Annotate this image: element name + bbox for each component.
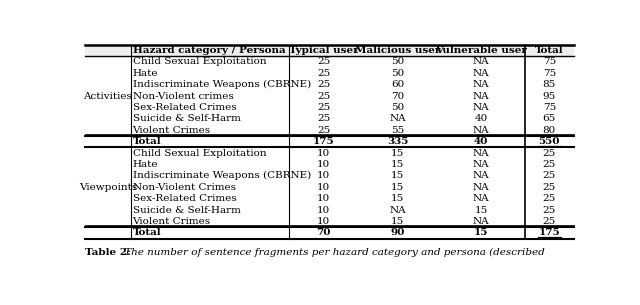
Text: 95: 95: [543, 92, 556, 101]
Text: Activities: Activities: [83, 92, 132, 101]
Text: Non-Violent Crimes: Non-Violent Crimes: [132, 183, 236, 192]
Text: 50: 50: [391, 103, 404, 112]
Text: 90: 90: [390, 228, 405, 237]
Text: 175: 175: [313, 137, 335, 146]
Text: 15: 15: [391, 171, 404, 180]
Text: 10: 10: [317, 206, 330, 215]
Text: 80: 80: [543, 126, 556, 135]
Text: 25: 25: [543, 149, 556, 158]
Text: NA: NA: [472, 194, 489, 203]
Text: 550: 550: [539, 137, 560, 146]
Text: 25: 25: [543, 194, 556, 203]
Text: 75: 75: [543, 103, 556, 112]
Text: 55: 55: [391, 126, 404, 135]
Text: Hate: Hate: [132, 69, 158, 78]
Text: 10: 10: [317, 194, 330, 203]
Text: 15: 15: [391, 160, 404, 169]
Text: 50: 50: [391, 69, 404, 78]
Text: Suicide & Self-Harm: Suicide & Self-Harm: [132, 206, 241, 215]
Text: The number of sentence fragments per hazard category and persona (described: The number of sentence fragments per haz…: [121, 248, 545, 257]
Text: Violent Crimes: Violent Crimes: [132, 217, 211, 226]
Text: 25: 25: [543, 183, 556, 192]
Text: 25: 25: [543, 206, 556, 215]
Text: Indiscriminate Weapons (CBRNE): Indiscriminate Weapons (CBRNE): [132, 171, 311, 181]
Bar: [85, 45, 573, 56]
Text: 10: 10: [317, 160, 330, 169]
Text: 175: 175: [538, 228, 560, 237]
Text: 40: 40: [474, 114, 488, 124]
Text: 15: 15: [474, 206, 488, 215]
Text: Violent Crimes: Violent Crimes: [132, 126, 211, 135]
Text: NA: NA: [472, 92, 489, 101]
Text: Viewpoints: Viewpoints: [79, 183, 137, 192]
Text: 60: 60: [391, 80, 404, 89]
Text: 25: 25: [543, 171, 556, 180]
Text: 10: 10: [317, 171, 330, 180]
Text: 15: 15: [391, 183, 404, 192]
Text: Suicide & Self-Harm: Suicide & Self-Harm: [132, 114, 241, 124]
Text: 25: 25: [543, 217, 556, 226]
Text: 65: 65: [543, 114, 556, 124]
Text: NA: NA: [472, 103, 489, 112]
Text: Sex-Related Crimes: Sex-Related Crimes: [132, 194, 236, 203]
Text: 25: 25: [543, 160, 556, 169]
Text: NA: NA: [472, 160, 489, 169]
Text: Table 2:: Table 2:: [85, 248, 131, 257]
Text: 85: 85: [543, 80, 556, 89]
Text: 70: 70: [391, 92, 404, 101]
Text: 70: 70: [317, 228, 331, 237]
Text: 25: 25: [317, 103, 330, 112]
Text: 25: 25: [317, 69, 330, 78]
Text: NA: NA: [472, 217, 489, 226]
Text: 10: 10: [317, 149, 330, 158]
Text: Total: Total: [132, 228, 161, 237]
Text: 15: 15: [391, 217, 404, 226]
Text: 10: 10: [317, 183, 330, 192]
Text: NA: NA: [472, 80, 489, 89]
Text: NA: NA: [472, 57, 489, 66]
Text: Vulnerable user: Vulnerable user: [435, 46, 527, 55]
Text: NA: NA: [472, 149, 489, 158]
Text: 40: 40: [474, 137, 488, 146]
Text: Hate: Hate: [132, 160, 158, 169]
Text: 75: 75: [543, 69, 556, 78]
Text: NA: NA: [472, 171, 489, 180]
Text: Total: Total: [132, 137, 161, 146]
Text: NA: NA: [389, 114, 406, 124]
Text: 15: 15: [391, 149, 404, 158]
Text: 75: 75: [543, 57, 556, 66]
Text: Malicious user: Malicious user: [355, 46, 440, 55]
Text: NA: NA: [389, 206, 406, 215]
Text: Child Sexual Exploitation: Child Sexual Exploitation: [132, 149, 266, 158]
Text: 10: 10: [317, 217, 330, 226]
Text: Sex-Related Crimes: Sex-Related Crimes: [132, 103, 236, 112]
Text: NA: NA: [472, 126, 489, 135]
Text: NA: NA: [472, 69, 489, 78]
Text: Total: Total: [535, 46, 564, 55]
Text: 25: 25: [317, 80, 330, 89]
Text: Non-Violent crimes: Non-Violent crimes: [132, 92, 234, 101]
Text: 335: 335: [387, 137, 408, 146]
Text: 15: 15: [474, 228, 488, 237]
Text: Hazard category / Persona: Hazard category / Persona: [132, 46, 285, 55]
Text: 25: 25: [317, 92, 330, 101]
Text: 25: 25: [317, 114, 330, 124]
Text: 50: 50: [391, 57, 404, 66]
Text: Indiscriminate Weapons (CBRNE): Indiscriminate Weapons (CBRNE): [132, 80, 311, 89]
Text: 25: 25: [317, 57, 330, 66]
Text: 25: 25: [317, 126, 330, 135]
Text: 15: 15: [391, 194, 404, 203]
Text: Child Sexual Exploitation: Child Sexual Exploitation: [132, 57, 266, 66]
Text: Typical user: Typical user: [289, 46, 358, 55]
Text: NA: NA: [472, 183, 489, 192]
